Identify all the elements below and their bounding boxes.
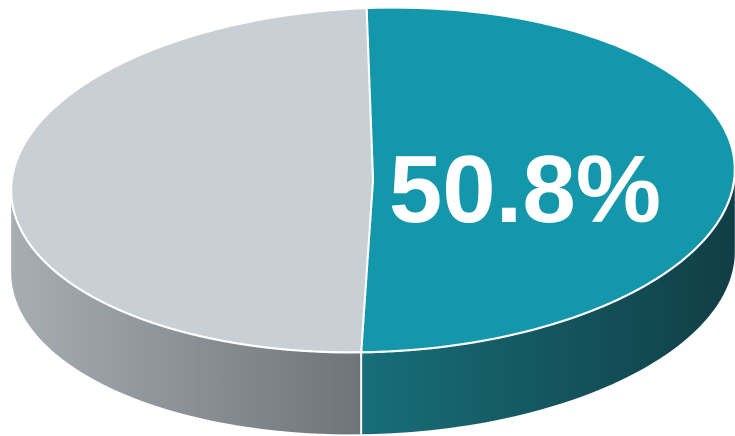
pie-sides xyxy=(11,166,735,435)
pie-tops xyxy=(10,6,735,354)
slice-data-label: 50.8% xyxy=(389,136,661,243)
pie-slice-side xyxy=(361,166,735,435)
pie-rim xyxy=(10,166,735,354)
pie-slice-side xyxy=(11,193,362,435)
pie-labels: 50.8% xyxy=(389,136,661,243)
